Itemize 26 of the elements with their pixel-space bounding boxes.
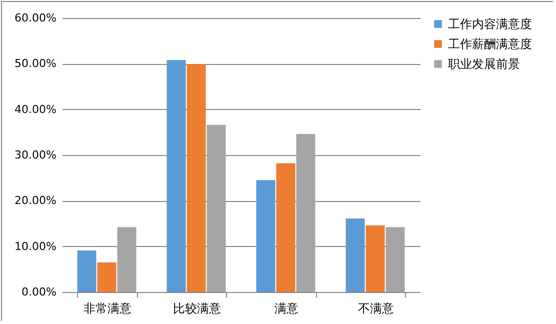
x-tick-label: 非常满意 — [83, 302, 132, 316]
y-tick-label: 60.00% — [14, 12, 56, 24]
y-tick-label: 50.00% — [14, 57, 56, 70]
legend-label: 工作内容满意度 — [448, 17, 532, 31]
legend-label: 工作薪酬满意度 — [448, 37, 532, 51]
y-tick-label: 10.00% — [14, 240, 56, 253]
bar — [386, 227, 405, 292]
bar — [366, 225, 385, 292]
y-tick-label: 40.00% — [14, 102, 56, 116]
bar — [186, 64, 206, 292]
y-tick-label: 0.00% — [22, 286, 56, 298]
bar — [346, 218, 365, 292]
bar — [97, 262, 116, 292]
bar — [276, 163, 296, 292]
bar — [296, 134, 316, 292]
legend-label: 职业发展前景 — [448, 57, 520, 71]
x-tick-label: 满意 — [274, 302, 298, 316]
x-tick-label: 不满意 — [358, 302, 394, 316]
x-tick-label: 比较满意 — [172, 302, 221, 316]
bar — [117, 227, 136, 292]
bar — [77, 250, 96, 292]
y-tick-label: 30.00% — [14, 148, 56, 162]
bar — [166, 60, 186, 292]
y-tick-label: 20.00% — [14, 194, 56, 208]
bar — [206, 124, 226, 292]
bar — [256, 180, 276, 292]
